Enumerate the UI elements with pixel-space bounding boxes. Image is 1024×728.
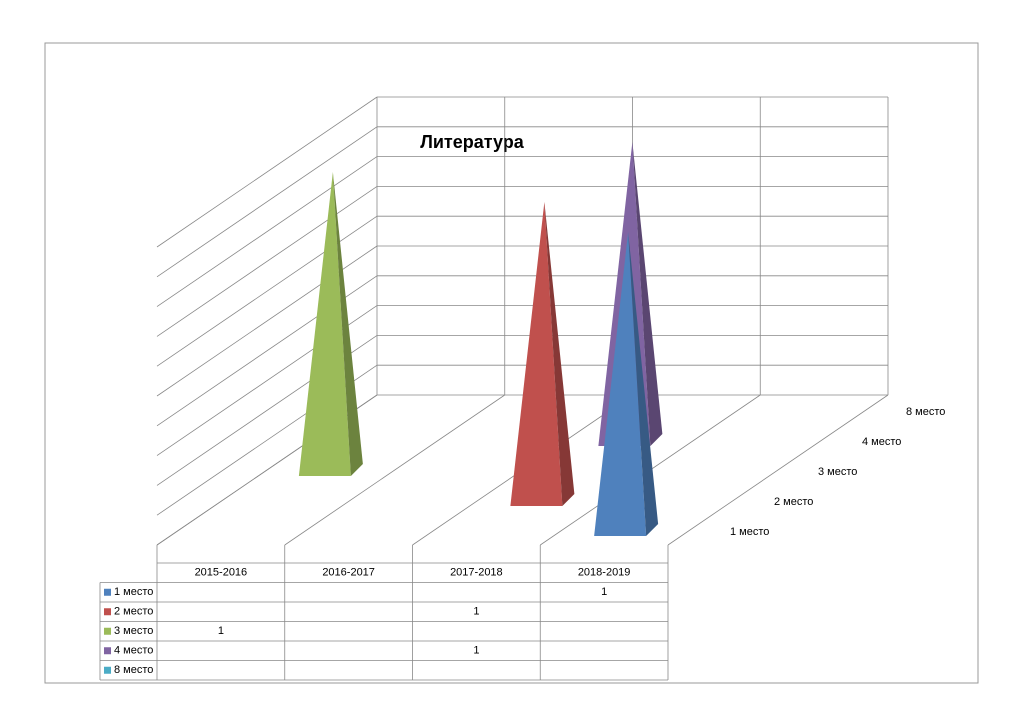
legend-label: 2 место bbox=[114, 606, 153, 618]
depth-label: 1 место bbox=[730, 526, 769, 538]
side-grid-line bbox=[156, 96, 378, 248]
side-grid-line bbox=[156, 126, 378, 278]
pyramid-side bbox=[544, 202, 575, 506]
table-value: 1 bbox=[218, 625, 224, 637]
pyramid-face bbox=[594, 232, 647, 536]
floor-divider bbox=[284, 394, 505, 546]
legend-key bbox=[104, 666, 111, 674]
pyramid-side bbox=[632, 142, 663, 446]
pyramid bbox=[594, 232, 659, 536]
table-value: 1 bbox=[473, 645, 479, 657]
pyramid-face bbox=[298, 172, 351, 476]
legend-label: 3 место bbox=[114, 625, 153, 637]
depth-label: 3 место bbox=[818, 466, 857, 478]
legend-key bbox=[104, 588, 111, 596]
pyramid-face bbox=[510, 202, 563, 506]
legend-key bbox=[104, 608, 111, 616]
table-header: 2018-2019 bbox=[578, 567, 631, 579]
floor-divider bbox=[667, 394, 889, 546]
legend-key bbox=[104, 647, 111, 655]
table-header: 2017-2018 bbox=[450, 567, 503, 579]
depth-label: 2 место bbox=[774, 496, 813, 508]
depth-label: 4 место bbox=[862, 436, 901, 448]
table-header: 2015-2016 bbox=[195, 567, 248, 579]
table-value: 1 bbox=[473, 606, 479, 618]
legend-key bbox=[104, 627, 111, 635]
legend-label: 8 место bbox=[114, 664, 153, 676]
chart-border bbox=[44, 42, 979, 684]
side-grid-line bbox=[156, 215, 378, 367]
pyramid bbox=[298, 172, 363, 476]
depth-label: 8 место bbox=[906, 406, 945, 418]
legend-label: 4 место bbox=[114, 645, 153, 657]
legend-label: 1 место bbox=[114, 586, 153, 598]
side-grid-line bbox=[156, 186, 378, 337]
pyramid-side bbox=[332, 172, 363, 476]
pyramid-side bbox=[628, 232, 659, 536]
chart-title: Литература bbox=[420, 132, 525, 152]
table-header: 2016-2017 bbox=[322, 567, 375, 579]
side-grid-line bbox=[156, 156, 378, 307]
pyramid bbox=[510, 202, 575, 506]
table-value: 1 bbox=[601, 586, 607, 598]
